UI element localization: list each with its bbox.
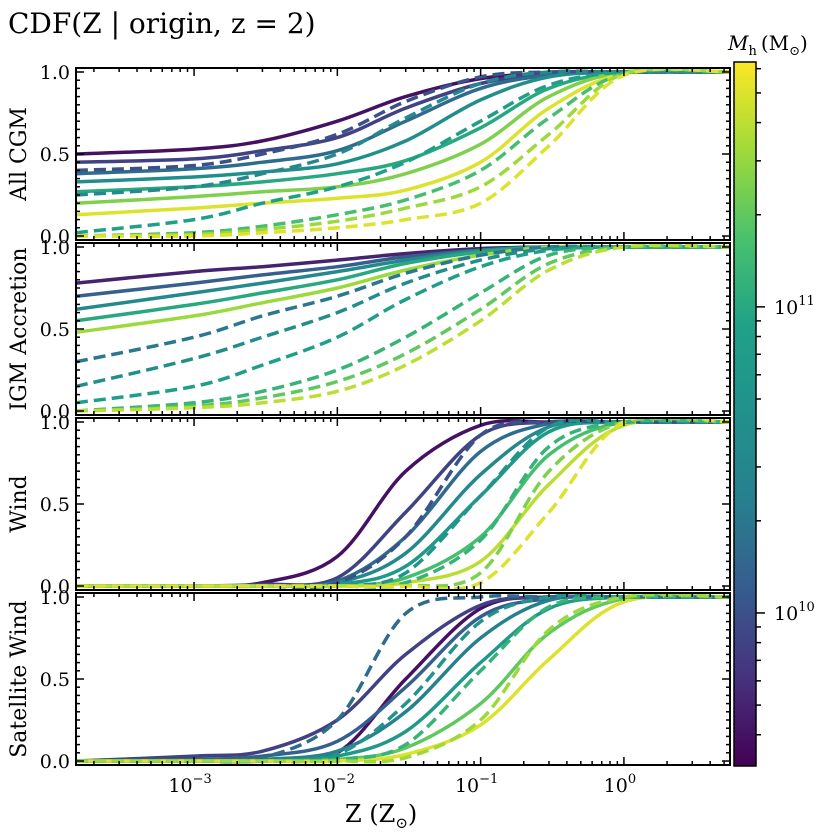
series-line-dashed bbox=[76, 418, 730, 589]
panel-frame bbox=[75, 592, 731, 766]
colorbar-tick-label: 1011 bbox=[774, 294, 815, 319]
x-tick-label: 10−1 bbox=[455, 772, 498, 797]
y-tick-label: 0.5 bbox=[40, 494, 70, 516]
panel-ylabel: IGM Accretion bbox=[7, 247, 32, 410]
y-tick-label: 0.0 bbox=[40, 401, 70, 423]
series-line-dashed bbox=[76, 418, 730, 589]
x-axis-label: Z (Z⊙) bbox=[345, 800, 417, 832]
colorbar-ticks: 1010 1011 bbox=[756, 67, 815, 736]
y-tick-label: 0.0 bbox=[40, 576, 70, 598]
series-line-solid bbox=[76, 418, 730, 588]
y-tick-label: 1.0 bbox=[40, 62, 70, 84]
series-line-dashed bbox=[76, 418, 730, 589]
colorbar-tick-label: 1010 bbox=[774, 600, 815, 625]
panel-frame bbox=[75, 417, 731, 591]
series-group bbox=[76, 68, 730, 238]
series-line-dashed bbox=[76, 69, 730, 235]
series-line-solid bbox=[76, 594, 730, 763]
series-line-dashed bbox=[76, 69, 730, 197]
series-line-solid bbox=[76, 419, 730, 588]
series-line-dashed bbox=[76, 594, 730, 763]
y-tick-label: 0.5 bbox=[40, 319, 70, 341]
series-line-solid bbox=[76, 594, 730, 763]
series-group bbox=[76, 593, 730, 764]
x-tick-labels: 10−3 10−2 10−1 100 bbox=[168, 772, 636, 797]
panel-ylabel: Satellite Wind bbox=[7, 600, 32, 758]
series-line-dashed bbox=[76, 243, 730, 413]
series-line-solid bbox=[76, 418, 730, 589]
series-line-solid bbox=[76, 594, 730, 764]
series-line-dashed bbox=[76, 594, 730, 764]
colorbar-label: Mh (M⊙) bbox=[727, 31, 808, 59]
series-line-solid bbox=[76, 594, 730, 764]
x-tick-label: 10−3 bbox=[168, 772, 211, 797]
panel-frame bbox=[75, 67, 731, 241]
series-line-dashed bbox=[76, 245, 730, 389]
figure-title: CDF(Z | origin, z = 2) bbox=[8, 7, 316, 40]
series-line-dashed bbox=[76, 68, 730, 238]
x-tick-label: 100 bbox=[604, 772, 636, 797]
series-line-dashed bbox=[76, 68, 730, 238]
series-line-dashed bbox=[76, 68, 730, 238]
series-line-solid bbox=[76, 419, 730, 589]
series-line-solid bbox=[76, 594, 730, 764]
y-tick-label: 0.0 bbox=[40, 226, 70, 248]
x-tick-label: 10−2 bbox=[312, 772, 355, 797]
panel-4: 0.0 0.5 1.0 Satellite Wind bbox=[7, 587, 731, 773]
y-tick-label: 0.0 bbox=[40, 751, 70, 773]
series-line-solid bbox=[76, 419, 730, 589]
y-tick-label: 1.0 bbox=[40, 412, 70, 434]
series-line-dashed bbox=[76, 419, 730, 590]
colorbar: 1010 1011 Mh (M⊙) bbox=[727, 31, 815, 767]
series-line-solid bbox=[76, 594, 730, 763]
panel-1: 0.0 0.5 1.0 All CGM bbox=[7, 62, 731, 248]
panel-2: 0.0 0.5 1.0 IGM Accretion bbox=[7, 237, 731, 423]
y-tick-label: 0.5 bbox=[40, 669, 70, 691]
series-line-dashed bbox=[76, 593, 730, 764]
y-tick-label: 1.0 bbox=[40, 587, 70, 609]
panel-3: 0.0 0.5 1.0 Wind bbox=[7, 412, 731, 598]
series-group bbox=[76, 418, 730, 590]
series-line-dashed bbox=[76, 593, 730, 764]
series-line-solid bbox=[76, 68, 730, 205]
panel-ylabel: All CGM bbox=[7, 107, 32, 202]
series-line-solid bbox=[76, 418, 730, 588]
y-tick-label: 0.5 bbox=[40, 144, 70, 166]
series-line-dashed bbox=[76, 418, 730, 590]
colorbar-gradient bbox=[733, 61, 757, 767]
y-tick-label: 1.0 bbox=[40, 237, 70, 259]
series-line-dashed bbox=[76, 244, 730, 413]
series-line-solid bbox=[76, 68, 730, 217]
series-line-dashed bbox=[76, 244, 730, 413]
panel-ylabel: Wind bbox=[7, 475, 32, 533]
series-line-solid bbox=[76, 593, 730, 763]
series-line-solid bbox=[76, 419, 730, 588]
series-group bbox=[76, 243, 730, 413]
